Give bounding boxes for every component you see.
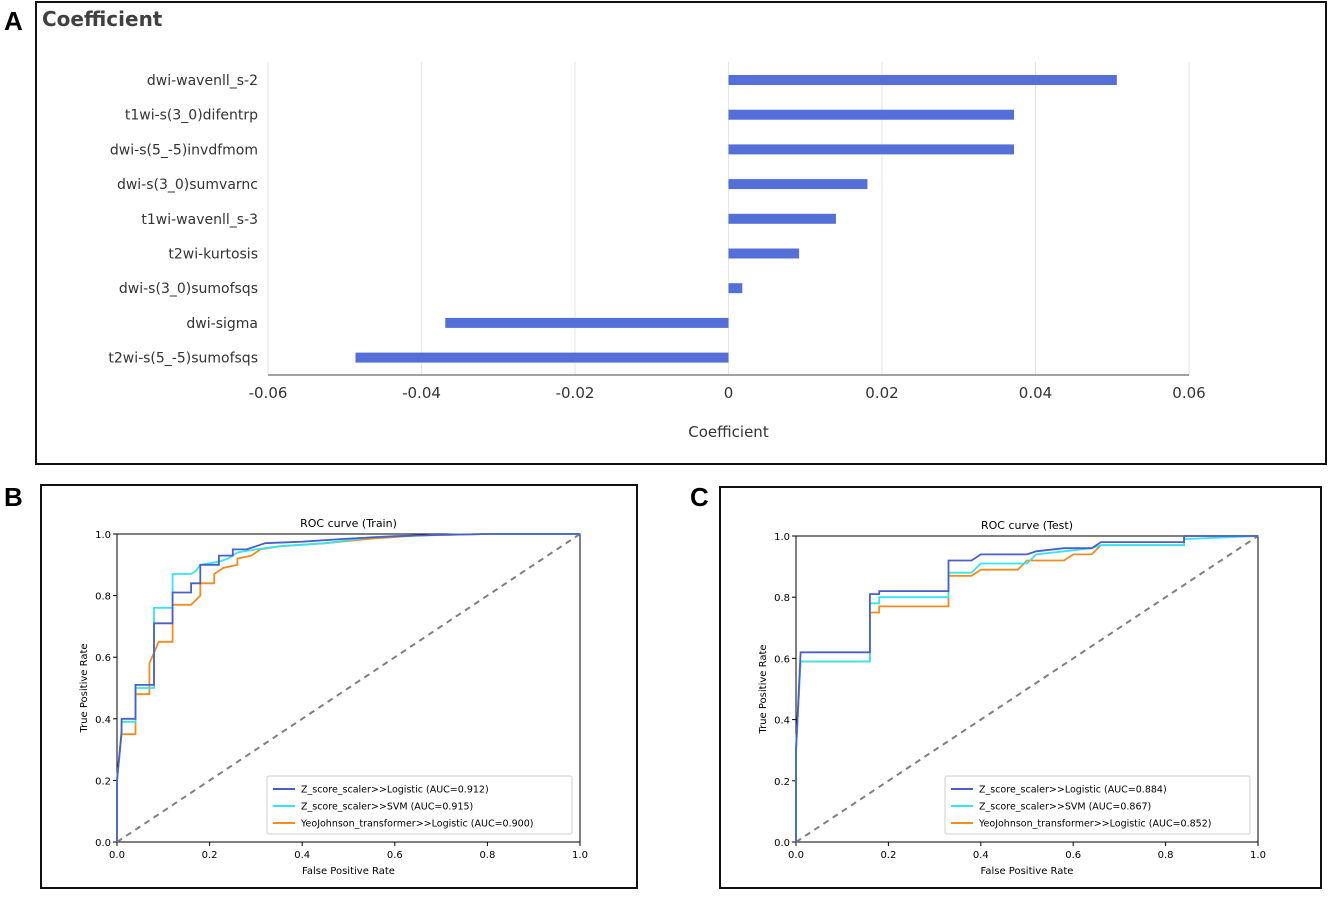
coef-x-tick-label: 0.04 [1019,384,1052,402]
test-y-tick-label: 0.0 [774,838,790,849]
train-y-axis-label: True Positive Rate [79,643,90,733]
test-legend-box [944,775,1251,835]
test-legend-entry: YeoJohnson_transformer>>Logistic (AUC=0.… [978,819,1211,830]
panel-label-c: C [690,482,709,512]
train-title: ROC curve (Train) [300,517,397,530]
train-y-tick-label: 0.6 [95,653,111,664]
coef-x-tick-label: 0.06 [1172,384,1205,402]
train-y-tick-label: 1.0 [95,530,111,541]
test-legend-entry: Z_score_scaler>>SVM (AUC=0.867) [979,802,1151,813]
train-chance-line [116,533,581,843]
train-legend-entry: Z_score_scaler>>Logistic (AUC=0.912) [301,785,489,796]
train-x-axis-label: False Positive Rate [302,866,395,877]
train-plot-area [116,533,581,843]
test-x-tick-label: 0.8 [1158,850,1174,861]
coef-category-label: dwi-sigma [186,316,258,332]
coef-chart-title: Coefficient [42,7,163,31]
coef-bar [728,109,1015,120]
panel-label-a: A [4,6,23,36]
test-y-tick-label: 1.0 [774,532,790,543]
train-legend-entry: YeoJohnson_transformer>>Logistic (AUC=0.… [300,819,533,830]
train-y-tick-label: 0.4 [95,715,111,726]
coef-category-label: t2wi-s(5_-5)sumofsqs [108,351,258,367]
train-y-tick-label: 0.8 [95,592,111,603]
train-roc-curve [116,533,580,842]
test-chance-line [795,535,1259,843]
train-y-tick-label: 0.0 [95,838,111,849]
test-legend-entry: Z_score_scaler>>Logistic (AUC=0.884) [979,785,1167,796]
coef-x-tick-label: -0.06 [249,384,288,402]
coef-category-label: dwi-wavenll_s-2 [147,73,258,89]
test-plot-area [795,535,1259,843]
test-y-tick-label: 0.4 [774,716,790,727]
coef-x-tick-label: -0.04 [402,384,441,402]
coef-bar [728,179,868,190]
coef-category-label: dwi-s(3_0)sumofsqs [119,281,258,297]
coef-x-tick-label: -0.02 [556,384,595,402]
train-legend-box [266,775,573,835]
coef-bar [728,213,836,224]
coef-x-tick-label: 0 [724,384,734,402]
coef-category-label: dwi-s(5_-5)invdfmom [110,142,258,158]
test-x-axis-label: False Positive Rate [981,866,1074,877]
train-x-tick-label: 0.6 [387,850,403,861]
test-y-axis-label: True Positive Rate [758,644,769,734]
train-legend-entry: Z_score_scaler>>SVM (AUC=0.915) [301,802,473,813]
coef-bar [728,75,1117,85]
test-title: ROC curve (Test) [981,519,1073,532]
test-x-tick-label: 0.0 [788,850,804,861]
coef-category-label: t1wi-wavenll_s-3 [141,212,258,228]
coef-bar [728,144,1015,155]
coef-x-tick-label: 0.02 [865,384,898,402]
coef-bar [355,352,729,363]
train-roc-curve [116,533,580,842]
test-x-tick-label: 1.0 [1250,850,1266,861]
coef-bar [445,317,729,328]
test-y-tick-label: 0.6 [774,654,790,665]
coef-bar [728,248,800,259]
train-x-tick-label: 0.0 [109,850,125,861]
train-x-tick-label: 0.8 [479,850,495,861]
train-x-tick-label: 0.2 [202,850,218,861]
train-y-tick-label: 0.2 [95,776,111,787]
coef-bar [728,283,743,294]
train-x-tick-label: 0.4 [294,850,310,861]
panel-label-b: B [4,482,23,512]
test-y-tick-label: 0.2 [774,777,790,788]
coef-category-label: t1wi-s(3_0)difentrp [125,108,258,124]
coef-x-axis-label: Coefficient [688,423,769,441]
test-x-tick-label: 0.6 [1065,850,1081,861]
coef-category-label: dwi-s(3_0)sumvarnc [117,177,258,193]
test-y-tick-label: 0.8 [774,593,790,604]
test-roc-curve [795,535,1259,842]
coef-category-label: t2wi-kurtosis [168,247,258,263]
test-roc-curve [795,535,1258,842]
train-x-tick-label: 1.0 [572,850,588,861]
test-x-tick-label: 0.4 [973,850,989,861]
test-x-tick-label: 0.2 [880,850,896,861]
